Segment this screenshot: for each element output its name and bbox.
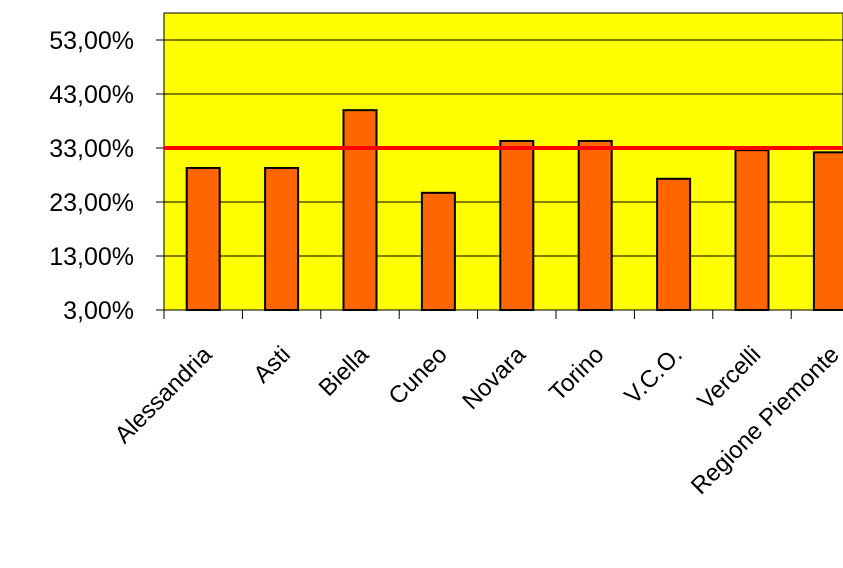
bar-alessandria xyxy=(185,166,221,311)
y-tick-label-1: 13,00% xyxy=(49,243,134,271)
x-category-label-6: V.C.O. xyxy=(619,341,687,409)
y-tick-label-3: 33,00% xyxy=(49,135,134,163)
x-axis: Alessandria Asti Biella Cuneo Novara Torino V.… xyxy=(110,309,843,500)
x-category-label-4: Novara xyxy=(457,341,531,415)
bars xyxy=(185,109,843,312)
bar-asti xyxy=(264,166,300,311)
bar-vercelli xyxy=(734,149,770,311)
y-tick-label-0: 3,00% xyxy=(63,297,134,325)
x-category-label-3: Cuneo xyxy=(384,341,453,410)
bar-novara xyxy=(499,139,535,311)
y-tick-label-4: 43,00% xyxy=(49,81,134,109)
bar-regione-piemonte xyxy=(812,151,843,311)
y-tick-label-5: 53,00% xyxy=(49,27,134,55)
bar-torino xyxy=(577,139,613,311)
x-category-label-5: Torino xyxy=(544,341,609,406)
x-category-label-7: Vercelli xyxy=(692,341,766,415)
y-tick-label-2: 23,00% xyxy=(49,189,134,217)
x-category-label-2: Biella xyxy=(314,341,375,402)
bar-cuneo xyxy=(420,191,456,312)
y-axis: 3,00% 13,00% 23,00% 33,00% 43,00% 53,00% xyxy=(49,27,164,325)
x-category-label-1: Asti xyxy=(248,341,295,388)
x-category-label-0: Alessandria xyxy=(110,341,218,449)
x-category-label-8: Regione Piemonte xyxy=(686,341,843,500)
bar-v-c-o xyxy=(656,177,692,311)
bar-biella xyxy=(342,109,378,311)
